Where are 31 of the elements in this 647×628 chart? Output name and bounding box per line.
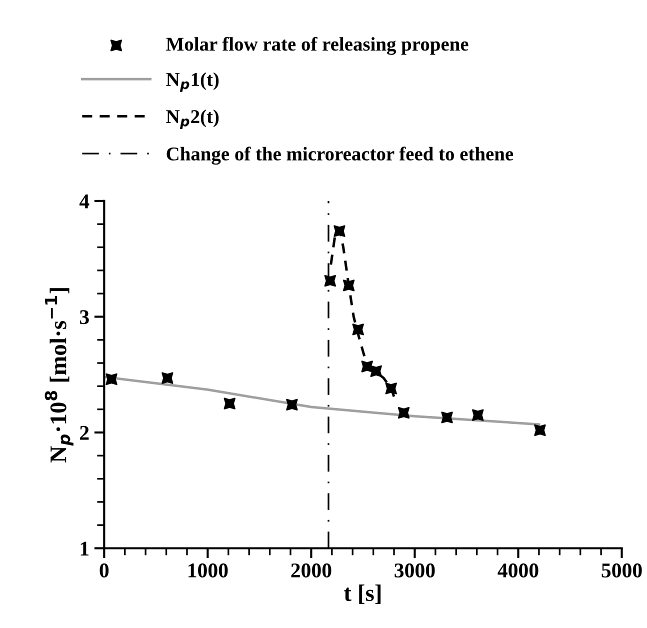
x-tick-label: 5000 xyxy=(602,563,642,578)
point xyxy=(370,365,382,377)
point xyxy=(361,360,373,372)
x-tick-label: 1000 xyxy=(188,563,228,578)
x-axis-title: t [s] xyxy=(344,584,381,604)
point xyxy=(398,406,410,419)
y-tick-label: 2 xyxy=(80,426,89,440)
point xyxy=(352,324,364,336)
x-tick-label: 3000 xyxy=(394,563,435,578)
x-tick-label: 2000 xyxy=(291,563,332,578)
legend-label: Molar flow rate of releasing propene xyxy=(166,36,468,55)
y-tick-label: 3 xyxy=(80,310,89,324)
point xyxy=(224,398,236,410)
point xyxy=(334,225,346,237)
point xyxy=(162,372,174,384)
legend-label: N$_{p}$1(t) xyxy=(166,72,219,92)
y-axis-title: N$_{p}$·10$^{8}$ [mol·s$^{−1}$] xyxy=(44,288,74,462)
y-tick-label: 4 xyxy=(79,194,90,208)
x-tick-label: 0 xyxy=(100,563,109,578)
point xyxy=(342,280,355,292)
point xyxy=(441,412,453,424)
y-tick-label: 1 xyxy=(80,542,89,556)
ref-line-label: Change of the microreactor feed to ethene xyxy=(166,146,514,165)
point xyxy=(324,274,336,287)
point xyxy=(106,373,118,386)
point xyxy=(385,382,397,394)
point xyxy=(534,424,546,436)
point xyxy=(286,398,298,411)
point xyxy=(472,409,484,421)
legend-label: N$_{p}$2(t) xyxy=(166,110,219,130)
x-tick-label: 4000 xyxy=(498,563,538,578)
